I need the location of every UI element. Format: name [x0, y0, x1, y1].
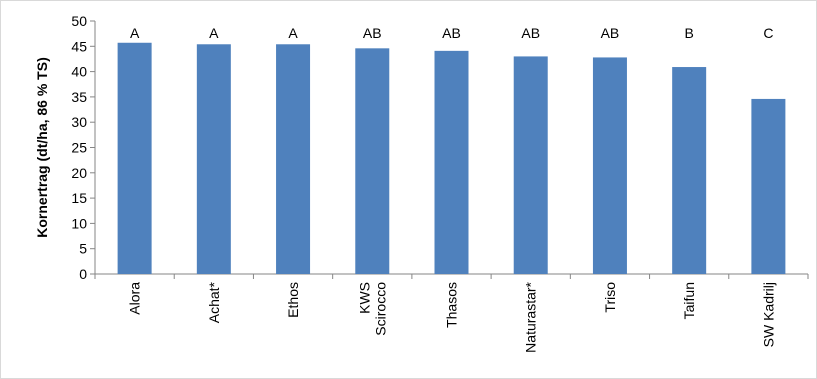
bar — [117, 42, 152, 275]
y-tick-label: 20 — [71, 165, 87, 181]
y-tick-label: 30 — [71, 114, 87, 130]
y-tick-label: 0 — [79, 266, 87, 282]
bar — [672, 67, 707, 275]
y-tick-label: 25 — [71, 140, 87, 156]
bar — [196, 44, 231, 274]
y-axis-title: Kornertrag (dt/ha, 86 % TS) — [34, 57, 50, 237]
category-label: Scirocco — [372, 282, 388, 336]
significance-letter: A — [209, 25, 219, 41]
category-label: Ethos — [285, 282, 301, 318]
y-tick-label: 5 — [79, 241, 87, 257]
category-label: Triso — [602, 282, 618, 313]
bar — [592, 57, 627, 274]
y-tick-label: 40 — [71, 64, 87, 80]
y-tick-label: 50 — [71, 13, 87, 29]
category-label: Alora — [127, 282, 143, 315]
y-tick-label: 35 — [71, 89, 87, 105]
y-tick-label: 45 — [71, 38, 87, 54]
category-label: SW Kadrilj — [760, 282, 776, 347]
significance-letter: B — [684, 25, 693, 41]
significance-letter: AB — [521, 25, 540, 41]
category-label: Achat* — [206, 281, 222, 323]
bar — [276, 44, 311, 274]
category-label: KWS — [356, 282, 372, 314]
category-label: Thasos — [444, 282, 460, 328]
y-tick-label: 15 — [71, 190, 87, 206]
significance-letter: AB — [363, 25, 382, 41]
category-label: Naturastar* — [523, 281, 539, 352]
significance-letter: A — [130, 25, 140, 41]
significance-letter: AB — [442, 25, 461, 41]
y-tick-label: 10 — [71, 215, 87, 231]
category-label: Taifun — [681, 282, 697, 319]
significance-letter: C — [763, 25, 773, 41]
bar — [355, 48, 390, 274]
bar — [751, 98, 786, 274]
significance-letter: A — [288, 25, 298, 41]
bar — [513, 56, 548, 274]
significance-letter: AB — [601, 25, 620, 41]
bar — [434, 50, 469, 274]
